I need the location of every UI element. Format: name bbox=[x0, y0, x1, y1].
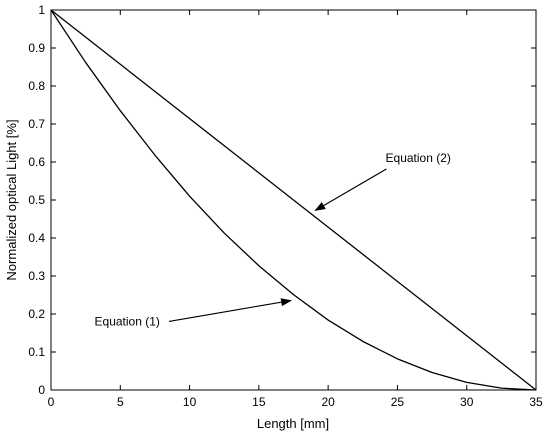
y-tick-label: 0.3 bbox=[28, 269, 45, 283]
y-tick-label: 0.8 bbox=[28, 79, 45, 93]
y-tick-label: 0.6 bbox=[28, 155, 45, 169]
annotation-label-1: Equation (1) bbox=[95, 314, 160, 328]
x-tick-label: 5 bbox=[117, 395, 124, 409]
x-tick-label: 20 bbox=[321, 395, 335, 409]
x-tick-label: 15 bbox=[252, 395, 266, 409]
series-line-2 bbox=[50, 9, 537, 391]
series-lines bbox=[50, 9, 537, 391]
annotations: Equation (1) Equation (2) bbox=[95, 151, 451, 328]
y-tick-label: 0.1 bbox=[28, 345, 45, 359]
y-tick-label: 0.7 bbox=[28, 117, 45, 131]
series-line-1 bbox=[50, 9, 537, 391]
y-tick-label: 0.9 bbox=[28, 41, 45, 55]
annotation-arrow-head-2 bbox=[314, 202, 326, 212]
annotation-arrow-line-1 bbox=[168, 301, 282, 322]
x-tick-label: 25 bbox=[391, 395, 405, 409]
y-tick-label: 0 bbox=[38, 383, 45, 397]
annotation-label-2: Equation (2) bbox=[386, 151, 451, 165]
x-tick-label: 10 bbox=[183, 395, 197, 409]
x-tick-label: 30 bbox=[460, 395, 474, 409]
x-tick-label: 35 bbox=[529, 395, 543, 409]
y-tick-label: 0.5 bbox=[28, 193, 45, 207]
y-tick-label: 0.4 bbox=[28, 231, 45, 245]
annotation-arrow-line-2 bbox=[323, 168, 387, 206]
y-tick-label: 1 bbox=[38, 3, 45, 17]
axis-ticks: 0 5 10 15 20 25 30 35 0 0.1 0.2 0.3 0.4 0.5 0.6 0.7 0.8 0… bbox=[28, 3, 543, 409]
x-tick-label: 0 bbox=[48, 395, 55, 409]
annotation-arrow-head-1 bbox=[280, 298, 293, 307]
y-axis-label: Normalized optical Light [%] bbox=[4, 119, 19, 280]
x-axis-label: Length [mm] bbox=[257, 416, 329, 431]
y-tick-label: 0.2 bbox=[28, 307, 45, 321]
